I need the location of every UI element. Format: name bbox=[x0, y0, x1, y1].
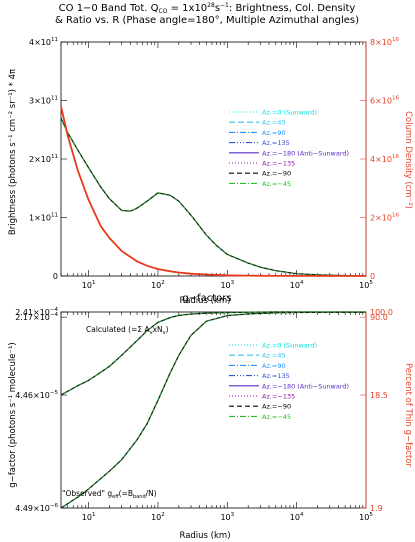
column-density-y-axis-label: Column Density (cm⁻²) bbox=[403, 111, 413, 209]
y-tick-label: 4×1011 bbox=[29, 37, 58, 47]
y2-tick-label: 4×1016 bbox=[370, 154, 399, 164]
legend-label: Az.=90 bbox=[262, 362, 286, 370]
x-tick-label: 105 bbox=[359, 280, 373, 290]
brightness-y-axis-label: Brightness (photons s⁻¹ cm⁻² sr⁻¹) * 4π bbox=[8, 69, 18, 235]
legend-label: Az.=135 bbox=[262, 372, 290, 380]
legend-label: Az.=−90 bbox=[262, 403, 291, 411]
y2-tick-label: 90.0 bbox=[370, 313, 388, 322]
plot-frame bbox=[60, 41, 367, 277]
series-line bbox=[60, 117, 367, 277]
legend-label: Az.=−45 bbox=[262, 180, 291, 188]
brightness-x-axis-label: Radius (km) bbox=[179, 296, 230, 306]
y-tick-label: 2×1011 bbox=[29, 154, 58, 164]
y-tick-label: 1×1011 bbox=[29, 213, 58, 223]
legend-label: Az.=90 bbox=[262, 129, 286, 137]
calculated-annotation: Calculated (=Σ AvxNv) bbox=[86, 325, 169, 336]
y-tick-label: 2.17×10−4 bbox=[15, 312, 58, 322]
x-tick-label: 101 bbox=[82, 512, 96, 522]
y2-tick-label: 100.0 bbox=[370, 308, 393, 317]
x-tick-label: 102 bbox=[151, 280, 165, 290]
legend-label: Az.=0 (Sunward) bbox=[262, 109, 317, 117]
series-overlay-line bbox=[60, 311, 367, 509]
legend-label: Az.=−135 bbox=[262, 393, 295, 401]
y-tick-label: 0 bbox=[53, 272, 58, 281]
series-line bbox=[60, 106, 367, 277]
legend-label: Az.=−45 bbox=[262, 413, 291, 421]
y2-tick-label: 2×1016 bbox=[370, 213, 399, 223]
g-factor-y-axis-label: g−factor (photons s⁻¹ molecule⁻¹) bbox=[8, 342, 18, 487]
legend-label: Az.=45 bbox=[262, 352, 286, 360]
y-tick-label: 4.49×10−6 bbox=[15, 503, 58, 513]
y2-tick-label: 1.9 bbox=[370, 504, 383, 513]
y2-tick-label: 18.5 bbox=[370, 391, 388, 400]
percent-thin-y-axis-label: Percent of Thin g−factor bbox=[403, 363, 413, 468]
g-factor-chart: g−factors 101 102 103 104 105 2.41×10−42.17×1… bbox=[8, 293, 413, 541]
g-factor-grid-layer: 101 102 103 104 105 2.41×10−42.17×10−4 4.46×10… bbox=[15, 307, 393, 522]
legend-label: Az.=−180 (Anti−Sunward) bbox=[262, 382, 349, 390]
y2-tick-label: 6×1016 bbox=[370, 96, 399, 106]
g-factor-plot-layer bbox=[60, 311, 367, 509]
x-tick-label: 105 bbox=[359, 512, 373, 522]
legend-label: Az.=0 (Sunward) bbox=[262, 342, 317, 350]
g-factor-chart-title: g−factors bbox=[182, 293, 231, 304]
y2-tick-label: 0 bbox=[370, 272, 375, 281]
x-tick-label: 104 bbox=[290, 512, 304, 522]
y-tick-label: 3×1011 bbox=[29, 96, 58, 106]
legend-label: Az.=−90 bbox=[262, 170, 291, 178]
series-overlay-line bbox=[60, 117, 367, 277]
g-factor-legend: Az.=0 (Sunward) Az.=45 Az.=90 Az.=135 Az.=−1… bbox=[229, 342, 349, 421]
y-tick-label: 2.41×10−4 bbox=[15, 307, 58, 317]
brightness-legend: Az.=0 (Sunward) Az.=45 Az.=90 Az.=135 Az.=−1… bbox=[229, 109, 349, 188]
plot-frame bbox=[60, 311, 367, 509]
legend-label: Az.=45 bbox=[262, 119, 286, 127]
legend-label: Az.=−180 (Anti−Sunward) bbox=[262, 149, 349, 157]
g-factor-x-axis-label: Radius (km) bbox=[179, 531, 230, 541]
legend-label: Az.=−135 bbox=[262, 160, 295, 168]
brightness-grid-layer: 101 102 103 104 10501×10112×10113×10114×1011… bbox=[29, 37, 399, 290]
x-tick-label: 101 bbox=[82, 280, 96, 290]
y2-tick-label: 8×1016 bbox=[370, 37, 399, 47]
series-line bbox=[60, 311, 367, 509]
figure-title-line2: & Ratio vs. R (Phase angle=180°, Multipl… bbox=[55, 15, 359, 26]
brightness-chart: 101 102 103 104 10501×10112×10113×10114×1011… bbox=[8, 37, 413, 306]
legend-label: Az.=135 bbox=[262, 139, 290, 147]
x-tick-label: 102 bbox=[151, 512, 165, 522]
x-tick-label: 103 bbox=[220, 280, 234, 290]
brightness-plot-layer bbox=[60, 106, 367, 277]
series-overlay-line bbox=[60, 311, 366, 396]
observed-annotation: "Observed" geff(=Bband/N) bbox=[62, 489, 157, 500]
figure-title-line1: CO 1−0 Band Tot. QCO = 1x1028s−1: Bright… bbox=[59, 2, 356, 15]
x-tick-label: 104 bbox=[290, 280, 304, 290]
y-tick-label: 4.46×10−5 bbox=[15, 390, 58, 400]
x-tick-label: 103 bbox=[220, 512, 234, 522]
